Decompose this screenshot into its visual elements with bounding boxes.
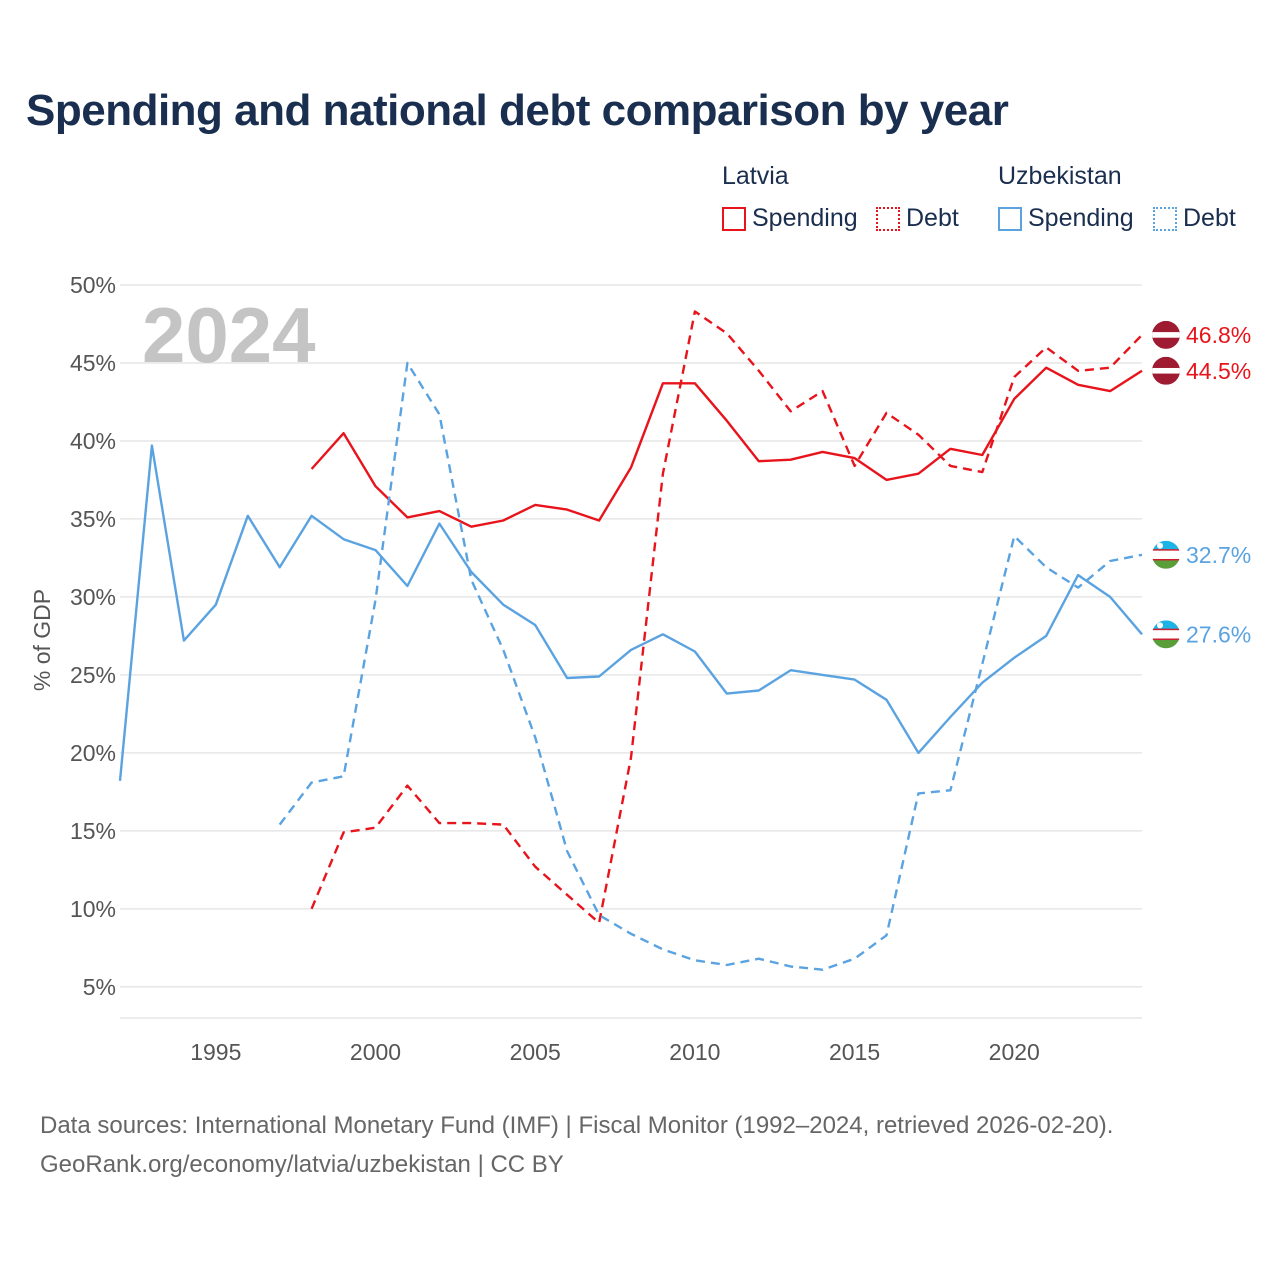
legend-swatch-dotted-icon [1153,206,1177,231]
data-source: Data sources: International Monetary Fun… [40,1106,1113,1184]
line-chart: 5% 10% 15% 20% 25% 30% 35% 40% 45% 50% 1995 2000 20… [29,272,1251,1065]
y-tick-label: 25% [70,662,116,688]
uzbekistan-flag-icon [1152,540,1180,569]
y-tick-label: 35% [70,506,116,532]
x-tick-label: 2005 [510,1039,561,1065]
x-tick-label: 2000 [350,1039,401,1065]
series-line-uzbekistan-debt[interactable] [278,361,1143,971]
series-line-latvia-debt[interactable] [310,310,1143,925]
y-tick-label: 50% [70,272,116,298]
end-value-label: 44.5% [1186,358,1251,384]
x-tick-label: 1995 [190,1039,241,1065]
legend-uzbekistan-spending[interactable]: Spending [998,204,1134,233]
series-lines [118,310,1143,971]
series-line-uzbekistan-spending[interactable] [118,444,1143,782]
y-tick-label: 30% [70,584,116,610]
legend-country-latvia: Latvia [722,162,789,190]
end-value-label: 32.7% [1186,542,1251,568]
x-axis-ticks: 1995 2000 2005 2010 2015 2020 [190,1039,1040,1065]
y-tick-label: 15% [70,818,116,844]
x-tick-label: 2015 [829,1039,880,1065]
legend-swatch-dotted-icon [876,206,900,231]
chart-title: Spending and national debt comparison by… [26,86,1009,135]
y-tick-label: 40% [70,428,116,454]
x-tick-label: 2010 [669,1039,720,1065]
legend-uzbekistan-debt[interactable]: Debt [1153,204,1236,233]
uzbekistan-flag-icon [1152,620,1180,649]
source-line-1: Data sources: International Monetary Fun… [40,1112,1114,1139]
legend-label: Debt [906,204,959,232]
end-value-label: 27.6% [1186,621,1251,647]
y-axis-title: % of GDP [29,589,55,691]
gridlines [120,284,1142,1019]
latvia-flag-icon [1152,356,1180,385]
y-tick-label: 20% [70,740,116,766]
series-line-latvia-spending[interactable] [310,366,1143,528]
legend-latvia-spending[interactable]: Spending [722,204,858,233]
x-tick-label: 2020 [989,1039,1040,1065]
y-tick-label: 10% [70,896,116,922]
y-tick-label: 45% [70,350,116,376]
legend-label: Spending [752,204,858,232]
latvia-flag-icon [1152,320,1180,349]
legend-swatch-solid-icon [998,206,1022,231]
legend-label: Spending [1028,204,1134,232]
legend-latvia-debt[interactable]: Debt [876,204,959,233]
end-value-label: 46.8% [1186,322,1251,348]
year-watermark: 2024 [142,291,316,379]
end-labels: 44.5% 46.8% 27.6% 32.7% [1152,320,1251,649]
y-tick-label: 5% [83,974,116,1000]
legend-swatch-solid-icon [722,206,746,231]
y-axis-ticks: 5% 10% 15% 20% 25% 30% 35% 40% 45% 50% [70,272,116,1000]
legend-country-uzbekistan: Uzbekistan [998,162,1122,190]
source-line-2[interactable]: GeoRank.org/economy/latvia/uzbekistan | … [40,1151,564,1178]
legend-label: Debt [1183,204,1236,232]
